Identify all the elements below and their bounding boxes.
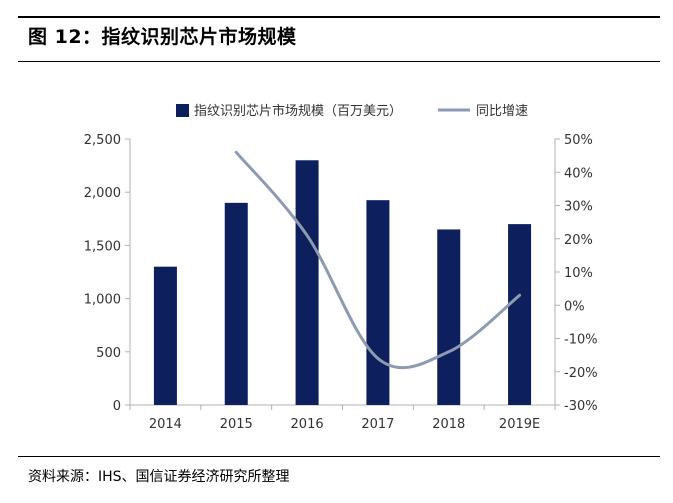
right-tick-label: 10%	[564, 266, 593, 281]
x-tick-label: 2019E	[499, 417, 540, 432]
bar	[153, 266, 177, 405]
right-tick-label: 0%	[564, 299, 585, 314]
right-tick-label: 40%	[564, 166, 593, 181]
right-tick-label: 30%	[564, 200, 593, 215]
right-tick-label: 50%	[564, 133, 593, 148]
chart-axes: 0 500 1,000 1,500 2,000 2,500 -30% -20% -10% 0% 10…	[84, 133, 598, 432]
bottom-rule	[18, 456, 660, 457]
bar	[366, 200, 390, 405]
right-tick-label: -10%	[564, 333, 598, 348]
x-tick-label: 2015	[220, 417, 253, 432]
x-tick-label: 2016	[291, 417, 324, 432]
legend-bar-label: 指纹识别芯片市场规模（百万美元）	[194, 103, 402, 119]
right-tick-label: 20%	[564, 233, 593, 248]
right-tick-label: -30%	[564, 399, 598, 414]
figure-title: 图 12：指纹识别芯片市场规模	[28, 26, 297, 48]
x-tick-label: 2014	[149, 417, 182, 432]
bar	[295, 160, 319, 405]
chart-legend: 指纹识别芯片市场规模（百万美元） 同比增速	[176, 103, 528, 119]
bar	[224, 202, 248, 405]
left-tick-label: 1,500	[84, 239, 121, 254]
bar	[508, 224, 532, 405]
bar	[437, 229, 461, 405]
growth-line-series	[234, 150, 522, 370]
legend-bar-swatch	[176, 104, 189, 117]
left-tick-label: 2,000	[84, 186, 121, 201]
left-tick-label: 2,500	[84, 133, 121, 148]
title-rule	[18, 61, 660, 62]
right-tick-label: -20%	[564, 366, 598, 381]
source-note: 资料来源：IHS、国信证券经济研究所整理	[28, 469, 290, 485]
left-tick-label: 1,000	[84, 293, 121, 308]
top-rule	[18, 16, 660, 18]
x-tick-label: 2018	[432, 417, 465, 432]
left-tick-label: 500	[96, 346, 121, 361]
left-tick-label: 0	[113, 399, 121, 414]
growth-line	[234, 150, 522, 370]
legend-line-label: 同比增速	[476, 104, 528, 119]
bar-series	[153, 160, 532, 405]
x-tick-label: 2017	[361, 417, 394, 432]
